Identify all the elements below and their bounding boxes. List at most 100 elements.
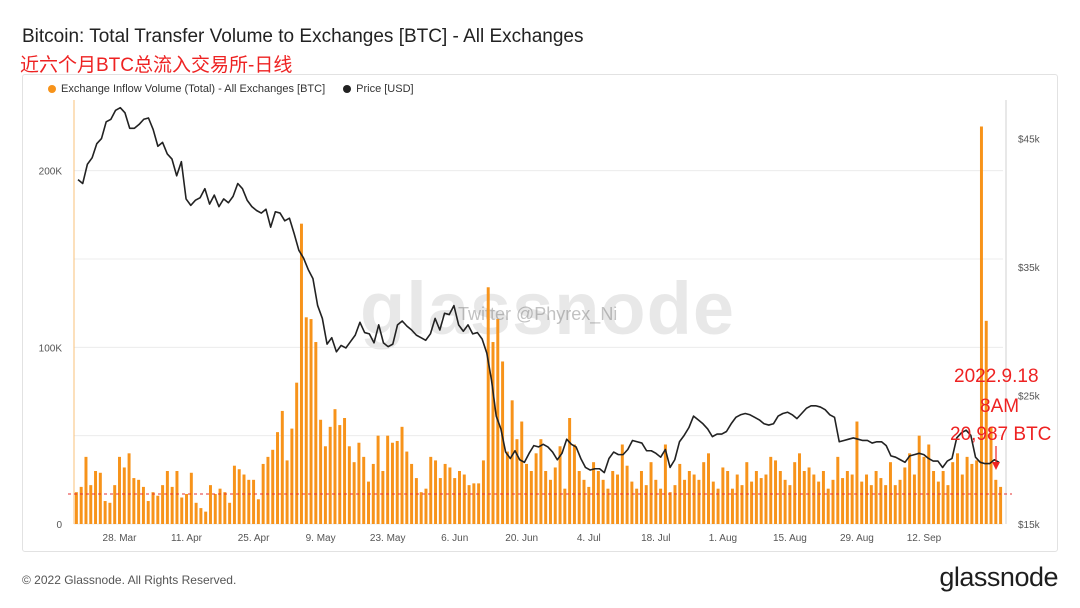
inflow-bar bbox=[673, 485, 677, 524]
inflow-bar bbox=[922, 456, 926, 524]
inflow-bar bbox=[501, 361, 505, 524]
inflow-bar bbox=[261, 463, 265, 524]
inflow-bar bbox=[793, 462, 797, 524]
copyright-text: © 2022 Glassnode. All Rights Reserved. bbox=[22, 573, 237, 587]
inflow-bar bbox=[276, 432, 279, 524]
inflow-bar bbox=[371, 463, 375, 524]
inflow-bar bbox=[946, 485, 950, 524]
inflow-bar bbox=[630, 481, 634, 524]
inflow-bar bbox=[118, 456, 121, 524]
inflow-bar bbox=[357, 442, 361, 524]
inflow-bar bbox=[888, 462, 892, 524]
legend-item-price[interactable]: Price [USD] bbox=[343, 83, 414, 95]
price-line bbox=[77, 106, 1000, 474]
y-right-tick-label: $45k bbox=[1018, 135, 1041, 146]
inflow-bar bbox=[558, 446, 562, 524]
inflow-bar bbox=[405, 451, 409, 524]
y-right-tick-label: $15k bbox=[1018, 520, 1041, 531]
inflow-bar bbox=[232, 465, 236, 524]
x-tick-label: 6. Jun bbox=[441, 533, 468, 544]
inflow-bar bbox=[189, 472, 193, 524]
inflow-bar bbox=[764, 474, 768, 524]
annotation-date: 2022.9.18 bbox=[954, 366, 1039, 387]
inflow-bar bbox=[754, 471, 758, 524]
y-left-tick-label: 100K bbox=[39, 343, 63, 354]
inflow-bar bbox=[505, 451, 509, 524]
annotation-value: 20,987 BTC bbox=[950, 424, 1052, 445]
inflow-bar bbox=[788, 485, 792, 524]
inflow-bar bbox=[855, 421, 859, 524]
inflow-bar bbox=[414, 478, 418, 524]
x-tick-label: 12. Sep bbox=[907, 533, 942, 544]
inflow-bar bbox=[697, 479, 701, 524]
inflow-bar bbox=[994, 479, 998, 524]
inflow-bar bbox=[89, 485, 93, 524]
inflow-bar bbox=[467, 485, 471, 524]
inflow-bar bbox=[434, 460, 438, 524]
inflow-bar bbox=[932, 471, 936, 524]
inflow-bar bbox=[477, 483, 481, 524]
inflow-bar bbox=[707, 453, 710, 524]
x-tick-label: 1. Aug bbox=[709, 533, 737, 544]
inflow-bar bbox=[592, 462, 596, 524]
inflow-bar bbox=[783, 479, 787, 524]
inflow-bar bbox=[256, 499, 260, 524]
inflow-bar bbox=[132, 478, 136, 524]
inflow-bar bbox=[869, 485, 873, 524]
inflow-bar bbox=[544, 471, 548, 524]
inflow-bar bbox=[879, 478, 883, 524]
glassnode-logo[interactable]: glassnode bbox=[939, 562, 1058, 592]
inflow-bar bbox=[884, 485, 888, 524]
inflow-bar bbox=[362, 456, 366, 524]
inflow-bar bbox=[654, 479, 658, 524]
inflow-bar bbox=[395, 440, 399, 524]
inflow-bar bbox=[458, 471, 461, 524]
inflow-bar bbox=[956, 453, 959, 524]
inflow-bar bbox=[98, 472, 102, 524]
inflow-bar bbox=[199, 508, 203, 524]
inflow-bar bbox=[390, 442, 394, 524]
inflow-bar bbox=[620, 444, 624, 524]
legend-item-inflow[interactable]: Exchange Inflow Volume (Total) - All Exc… bbox=[48, 83, 325, 95]
inflow-bar bbox=[726, 471, 730, 524]
inflow-bar bbox=[678, 463, 682, 524]
inflow-bar bbox=[448, 467, 452, 524]
inflow-bar bbox=[218, 488, 222, 524]
inflow-bar bbox=[611, 471, 615, 524]
inflow-bar bbox=[204, 511, 208, 524]
inflow-bar bbox=[831, 479, 835, 524]
inflow-bar bbox=[912, 474, 916, 524]
inflow-bar bbox=[750, 481, 754, 524]
legend-label-inflow: Exchange Inflow Volume (Total) - All Exc… bbox=[61, 83, 326, 95]
x-tick-label: 25. Apr bbox=[238, 533, 270, 544]
inflow-bar bbox=[683, 479, 687, 524]
inflow-bar bbox=[74, 492, 78, 524]
inflow-bar bbox=[520, 421, 524, 524]
inflow-bar bbox=[826, 488, 830, 524]
inflow-bar bbox=[79, 486, 83, 524]
inflow-bar bbox=[898, 479, 902, 524]
inflow-bar bbox=[845, 471, 849, 524]
legend-dot-price bbox=[343, 85, 352, 93]
inflow-bar bbox=[165, 471, 169, 524]
inflow-bar bbox=[572, 444, 576, 524]
inflow-bar bbox=[984, 320, 988, 524]
inflow-bar bbox=[304, 317, 308, 524]
inflow-bar bbox=[936, 481, 940, 524]
inflow-bar bbox=[960, 474, 964, 524]
x-tick-label: 9. May bbox=[306, 533, 336, 544]
inflow-bar bbox=[146, 501, 150, 524]
inflow-bar bbox=[443, 463, 447, 524]
inflow-bar bbox=[381, 471, 385, 524]
inflow-bar bbox=[606, 488, 610, 524]
inflow-bar bbox=[529, 471, 533, 524]
watermark-credit: Twitter @Phyrex_Ni bbox=[458, 304, 618, 324]
inflow-bar bbox=[290, 428, 294, 524]
inflow-bar bbox=[860, 481, 864, 524]
x-tick-label: 11. Apr bbox=[171, 533, 203, 544]
inflow-bar bbox=[587, 486, 591, 524]
inflow-bar bbox=[563, 488, 567, 524]
inflow-bar bbox=[616, 474, 619, 524]
inflow-bar bbox=[386, 435, 390, 524]
inflow-bar bbox=[568, 418, 572, 524]
